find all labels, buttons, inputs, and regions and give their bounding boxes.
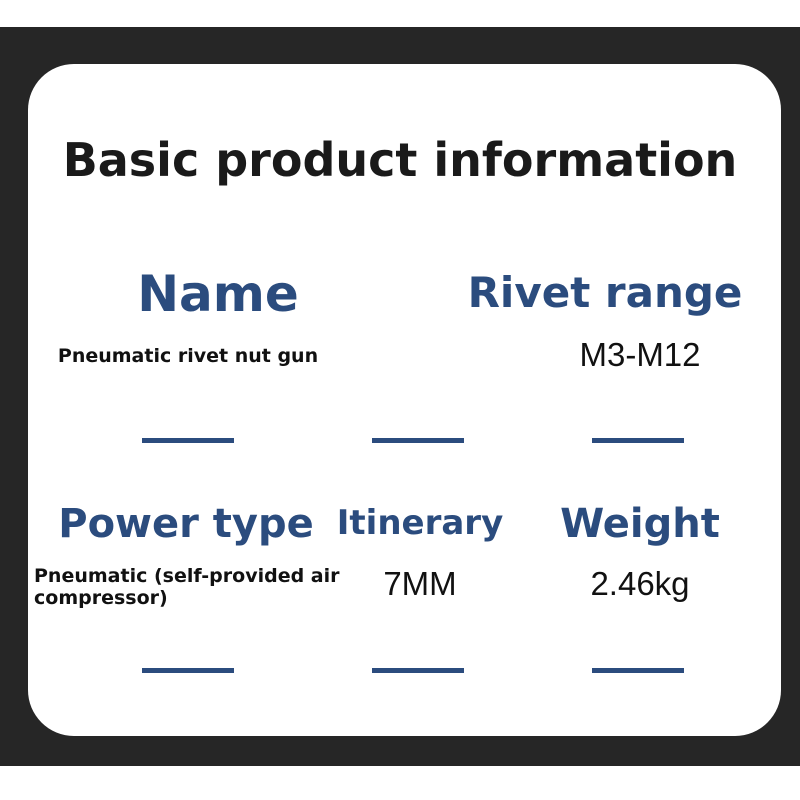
divider — [142, 438, 234, 443]
name-label: Name — [137, 265, 299, 323]
divider — [372, 668, 464, 673]
page-title: Basic product information — [62, 133, 738, 187]
power-type-label: Power type — [58, 501, 314, 547]
itinerary-value: 7MM — [383, 565, 457, 602]
info-card — [28, 64, 781, 736]
divider — [592, 438, 684, 443]
weight-value: 2.46kg — [590, 565, 690, 602]
divider — [372, 438, 464, 443]
power-type-value: Pneumatic (self-provided air compressor) — [34, 565, 340, 609]
rivet-range-value: M3-M12 — [579, 336, 701, 373]
weight-label: Weight — [560, 501, 720, 547]
divider — [142, 668, 234, 673]
name-value: Pneumatic rivet nut gun — [57, 345, 319, 367]
divider — [592, 668, 684, 673]
itinerary-label: Itinerary — [336, 503, 504, 543]
rivet-range-label: Rivet range — [467, 268, 743, 317]
